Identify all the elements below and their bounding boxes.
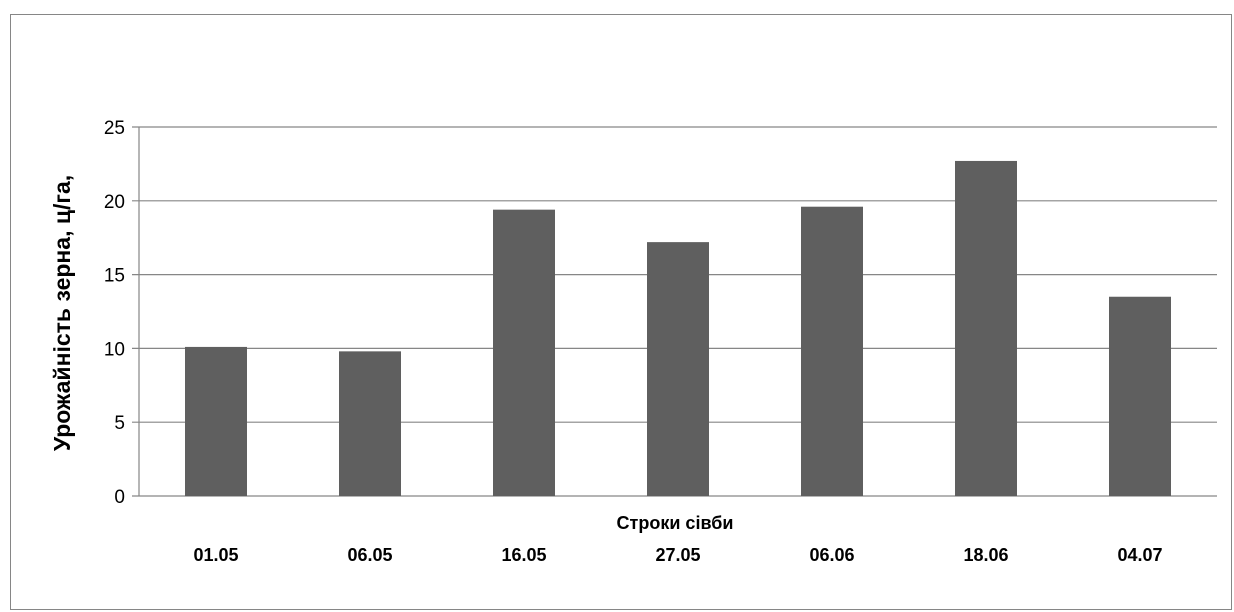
- x-tick-label: 06.05: [347, 545, 392, 565]
- chart-frame: [10, 14, 1232, 610]
- bar: [339, 351, 401, 496]
- y-tick-label: 5: [114, 413, 125, 434]
- y-axis-title: Урожайність зерна, ц/га,: [49, 175, 75, 451]
- x-tick-label: 01.05: [193, 545, 238, 565]
- gridlines: [132, 126, 1217, 497]
- bar: [185, 346, 247, 496]
- y-tick-label: 10: [104, 339, 125, 360]
- x-tick-label: 27.05: [655, 545, 700, 565]
- y-tick-labels: 0 5 10 15 20 25: [104, 118, 125, 508]
- y-tick-label: 25: [104, 118, 125, 139]
- x-tick-label: 04.07: [1117, 545, 1162, 565]
- x-tick-label: 16.05: [501, 545, 546, 565]
- x-tick-label: 06.06: [809, 545, 854, 565]
- x-axis-title: Строки сівби: [617, 513, 734, 533]
- bar: [1109, 296, 1171, 496]
- bar: [647, 242, 709, 496]
- bar: [493, 209, 555, 496]
- bar: [801, 206, 863, 497]
- bars: [185, 160, 1171, 497]
- x-tick-label: 18.06: [963, 545, 1008, 565]
- x-tick-labels: 01.05 06.05 16.05 27.05 06.06 18.06 04.07: [193, 545, 1162, 565]
- bar: [955, 160, 1017, 496]
- y-tick-label: 20: [104, 192, 125, 213]
- y-tick-label: 0: [114, 487, 125, 508]
- y-tick-label: 15: [104, 266, 125, 287]
